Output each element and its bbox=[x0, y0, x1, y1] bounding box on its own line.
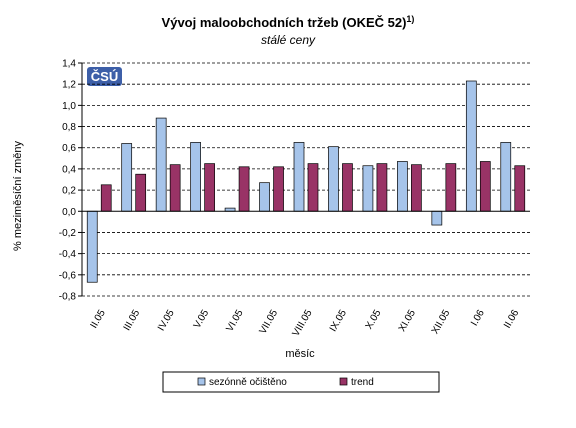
y-tick-label: -0,6 bbox=[59, 270, 77, 281]
bar-trend bbox=[411, 164, 422, 212]
y-tick-label: 1,0 bbox=[62, 101, 76, 112]
y-tick-label: 0,8 bbox=[62, 122, 76, 133]
y-tick-label: 0,4 bbox=[62, 164, 76, 175]
x-tick-label: IV.05 bbox=[156, 308, 177, 333]
bar-trend bbox=[238, 166, 250, 212]
bar-trend bbox=[342, 163, 353, 212]
chart-title: Vývoj maloobchodních tržeb (OKEČ 52)1) bbox=[162, 14, 415, 30]
y-tick-labels: 1,4 1,2 1,0 0,8 0,6 0,4 0,2 0,0 -0,2 -0,4 -0,6 -0,8 bbox=[59, 59, 77, 303]
axes bbox=[78, 62, 530, 297]
bar-seasonally-adjusted bbox=[465, 80, 477, 212]
chart-subtitle: stálé ceny bbox=[261, 33, 316, 47]
bar-trend bbox=[273, 166, 284, 212]
bar-seasonally-adjusted bbox=[259, 182, 270, 212]
x-tick-label: VII.05 bbox=[258, 308, 281, 337]
x-tick-label: III.05 bbox=[122, 308, 143, 333]
y-tick-label: 0,0 bbox=[62, 207, 76, 218]
y-tick-label: 1,2 bbox=[62, 80, 76, 91]
x-tick-labels: II.05 III.05 IV.05 V.05 VI.05 VII.05 VIII.05 IX… bbox=[89, 308, 522, 339]
y-tick-label: 0,6 bbox=[62, 143, 76, 154]
bar-seasonally-adjusted bbox=[121, 143, 133, 212]
bar-trend bbox=[479, 161, 491, 212]
legend-box bbox=[162, 371, 440, 393]
bar-seasonally-adjusted bbox=[328, 146, 339, 212]
x-tick-label: VI.05 bbox=[224, 308, 245, 334]
x-tick-label: VIII.05 bbox=[291, 308, 315, 339]
bar-seasonally-adjusted bbox=[397, 161, 408, 212]
bar-seasonally-adjusted bbox=[500, 142, 512, 212]
bar-seasonally-adjusted bbox=[293, 142, 305, 212]
bars bbox=[86, 80, 526, 283]
x-tick-label: II.06 bbox=[502, 308, 521, 331]
y-tick-label: -0,8 bbox=[59, 292, 77, 303]
x-tick-label: XII.05 bbox=[430, 308, 453, 337]
y-tick-label: -0,4 bbox=[59, 249, 77, 260]
x-tick-label: II.05 bbox=[89, 308, 108, 331]
y-tick-label: 1,4 bbox=[62, 59, 76, 70]
bar-trend bbox=[445, 163, 457, 212]
legend-label: sezónně očištěno bbox=[209, 377, 287, 388]
bar-trend bbox=[204, 163, 215, 212]
y-tick-label: 0,2 bbox=[62, 186, 76, 197]
bar-seasonally-adjusted bbox=[190, 142, 201, 212]
bar-trend bbox=[514, 165, 526, 212]
bar-seasonally-adjusted bbox=[155, 117, 167, 212]
bar-trend bbox=[135, 173, 147, 212]
bar-trend bbox=[169, 164, 181, 212]
bar-trend bbox=[307, 163, 319, 212]
x-tick-label: X.05 bbox=[364, 308, 384, 332]
csu-logo: ČSÚ bbox=[87, 67, 122, 86]
legend-label: trend bbox=[351, 377, 374, 388]
bar-seasonally-adjusted bbox=[362, 165, 374, 212]
csu-logo-text: ČSÚ bbox=[91, 69, 118, 84]
chart-title-superscript: 1) bbox=[406, 14, 414, 24]
chart-title-text: Vývoj maloobchodních tržeb (OKEČ 52) bbox=[162, 15, 407, 30]
bar-trend bbox=[100, 184, 112, 212]
x-tick-label: XI.05 bbox=[397, 308, 418, 334]
legend-swatch bbox=[197, 377, 206, 386]
bar-trend bbox=[376, 163, 388, 212]
bar-seasonally-adjusted bbox=[86, 210, 98, 283]
x-tick-label: IX.05 bbox=[328, 308, 349, 334]
bar-seasonally-adjusted bbox=[431, 210, 443, 226]
y-tick-label: -0,2 bbox=[59, 228, 77, 239]
x-tick-label: I.06 bbox=[469, 308, 487, 328]
grid-lines bbox=[82, 62, 530, 297]
y-axis-label: % meziměsíční změny bbox=[12, 140, 24, 251]
legend-swatch bbox=[339, 377, 348, 386]
x-axis-label: měsíc bbox=[285, 348, 315, 360]
legend: sezónně očištěno trend bbox=[162, 371, 440, 393]
x-tick-label: V.05 bbox=[192, 308, 212, 331]
